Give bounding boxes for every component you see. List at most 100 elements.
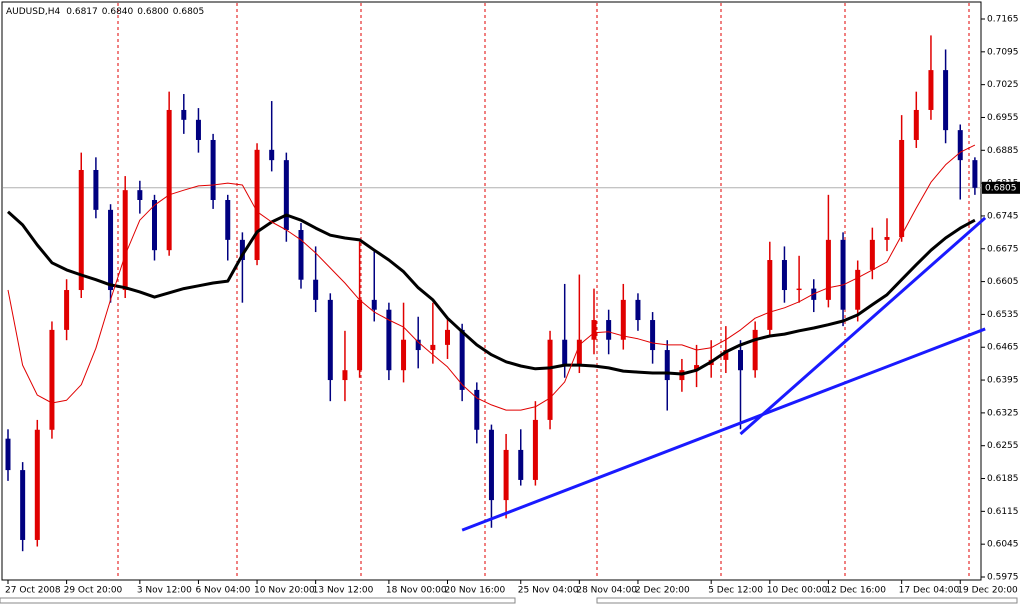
- candle-body: [562, 339, 568, 366]
- candle-body: [869, 239, 875, 270]
- candle-body: [650, 320, 656, 351]
- candle-body: [5, 438, 11, 471]
- candle-body: [738, 350, 743, 371]
- candle-body: [694, 365, 700, 371]
- candle-body: [635, 299, 641, 321]
- candle-body: [928, 70, 934, 110]
- x-tick-label: 17 Dec 04:00: [899, 586, 960, 596]
- candle-body: [474, 389, 480, 430]
- symbol: AUDUSD,H4: [6, 7, 61, 17]
- y-tick-label: 0.7165: [987, 15, 1019, 25]
- candle-body: [532, 419, 538, 480]
- x-tick-label: 18 Nov 00:00: [386, 586, 447, 596]
- x-tick-label: 29 Oct 20:00: [64, 586, 123, 596]
- y-tick-label: 0.6605: [987, 277, 1019, 287]
- candle-body: [386, 309, 392, 371]
- candle-body: [781, 260, 787, 291]
- candle-body: [239, 239, 245, 261]
- candle-body: [723, 350, 729, 360]
- x-tick-label: 12 Dec 16:00: [825, 586, 886, 596]
- candle-body: [166, 109, 172, 251]
- candle-body: [488, 429, 494, 501]
- candle-body: [664, 350, 670, 381]
- candle-body: [371, 299, 377, 310]
- bid-label-box: [982, 181, 1020, 194]
- last-bar-value: 0.6840: [102, 7, 134, 17]
- y-tick-label: 0.6185: [987, 474, 1019, 484]
- y-tick-label: 0.6955: [987, 113, 1019, 123]
- candle-body: [445, 329, 450, 345]
- x-tick-label: 3 Nov 12:00: [137, 586, 192, 596]
- candle-body: [591, 320, 597, 340]
- y-tick-label: 0.5975: [987, 573, 1019, 583]
- x-tick-label: 28 Nov 04:00: [576, 586, 637, 596]
- x-tick-label: 25 Nov 04:00: [518, 586, 579, 596]
- candle-body: [957, 130, 963, 161]
- bid-label: 0.6805: [985, 183, 1017, 193]
- candle-body: [20, 470, 26, 540]
- y-tick-label: 0.6115: [987, 507, 1019, 517]
- candle-body: [767, 260, 773, 330]
- candle-body: [606, 320, 612, 340]
- scrollbar: [0, 597, 516, 604]
- candle-body: [796, 288, 802, 291]
- candle-body: [943, 70, 949, 131]
- candle-body: [254, 149, 260, 261]
- candle-body: [899, 139, 905, 238]
- candle-body: [430, 344, 436, 351]
- scrollbar: [596, 597, 1018, 604]
- candle-body: [825, 239, 831, 300]
- candle-body: [518, 449, 524, 480]
- candle-body: [210, 139, 216, 200]
- y-tick-label: 0.6885: [987, 146, 1019, 156]
- y-tick-label: 0.7025: [987, 80, 1019, 90]
- x-tick-label: 19 Dec 20:00: [957, 586, 1018, 596]
- candle-body: [620, 299, 626, 340]
- candle-body: [855, 269, 861, 310]
- candle-body: [547, 339, 553, 420]
- x-tick-label: 6 Nov 04:00: [195, 586, 250, 596]
- candle-body: [78, 169, 84, 291]
- candle-body: [181, 109, 187, 120]
- last-bar-value: 0.6800: [137, 7, 169, 17]
- moving-average: [6, 210, 976, 376]
- x-tick-label: 20 Nov 16:00: [445, 586, 506, 596]
- moving-average: [7, 144, 976, 411]
- x-tick-label: 2 Dec 20:00: [635, 586, 690, 596]
- candle-body: [327, 299, 333, 381]
- x-tick-label: 10 Nov 20:00: [254, 586, 315, 596]
- candle-body: [401, 339, 407, 371]
- candle-body: [342, 370, 348, 381]
- candle-body: [913, 109, 919, 140]
- candle-body: [137, 190, 143, 200]
- candle-body: [269, 149, 275, 161]
- candle-body: [152, 199, 157, 251]
- header-text: AUDUSD,H4 0.6817 0.6840 0.6800 0.6805: [6, 7, 204, 17]
- candle-body: [64, 290, 70, 330]
- last-bar-value: 0.6817: [66, 7, 98, 17]
- y-tick-label: 0.6325: [987, 408, 1019, 418]
- candle-body: [93, 169, 99, 210]
- candle-body: [283, 160, 289, 231]
- y-tick-label: 0.6535: [987, 310, 1019, 320]
- candle-body: [195, 119, 201, 140]
- trendline: [461, 327, 986, 532]
- candle-body: [313, 279, 319, 300]
- y-tick-label: 0.7095: [987, 47, 1019, 57]
- candle-body: [840, 239, 846, 310]
- candle-body: [503, 449, 509, 501]
- y-tick-label: 0.6045: [987, 540, 1019, 550]
- candle-body: [122, 190, 128, 291]
- candle-body: [576, 339, 582, 366]
- candle-body: [34, 429, 40, 540]
- candle-body: [108, 209, 114, 291]
- x-tick-label: 10 Dec 00:00: [767, 586, 828, 596]
- x-tick-label: 27 Oct 2008: [5, 586, 61, 596]
- y-tick-label: 0.6465: [987, 343, 1019, 353]
- header: AUDUSD,H4 0.6817 0.6840 0.6800 0.6805: [6, 7, 204, 17]
- candle-body: [415, 339, 421, 351]
- candle-body: [752, 329, 758, 371]
- candle-body: [225, 199, 231, 240]
